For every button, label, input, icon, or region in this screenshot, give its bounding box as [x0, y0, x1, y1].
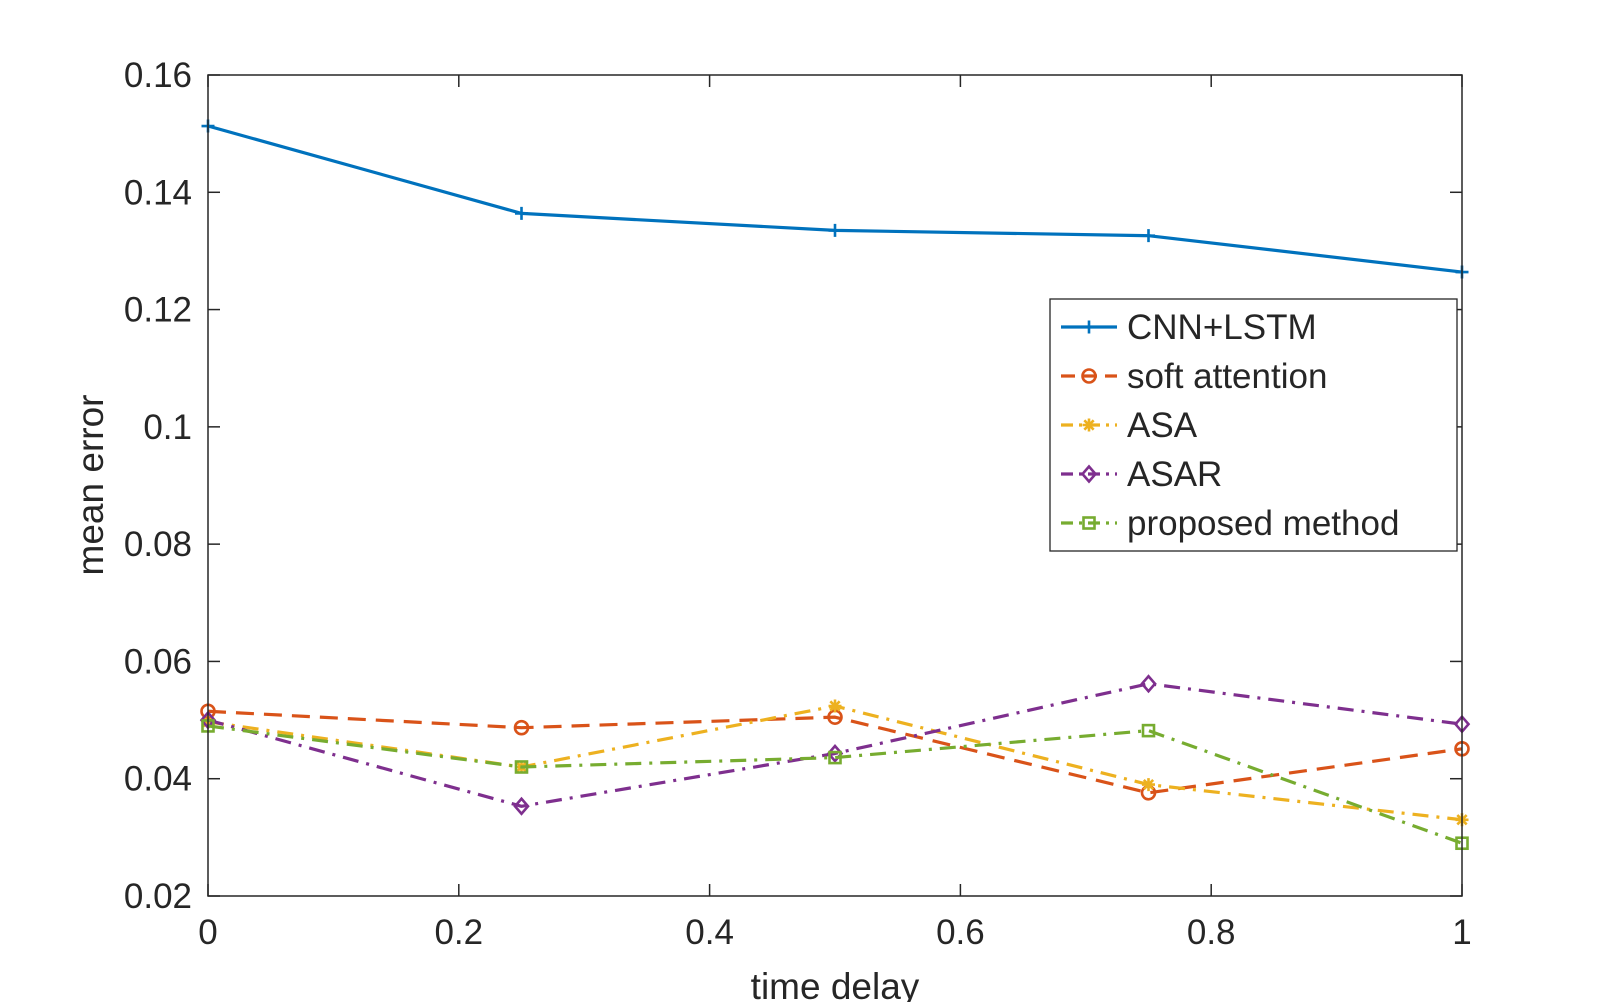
legend-label: CNN+LSTM [1127, 308, 1317, 347]
series-proposed-method [201, 719, 1469, 851]
data-point [513, 796, 530, 816]
legend: CNN+LSTM soft attention ASA ASAR proposed me… [1049, 298, 1458, 552]
legend-label: ASAR [1127, 455, 1222, 494]
series-line [207, 124, 1463, 274]
legend-label: soft attention [1127, 357, 1327, 396]
x-tick-label: 0.4 [685, 913, 734, 952]
x-tick-label: 0 [198, 913, 217, 952]
y-tick-label: 0.16 [124, 56, 192, 95]
legend-swatch-marker [1081, 368, 1097, 384]
legend-swatch-marker [1080, 464, 1098, 484]
legend-item: CNN+LSTM [1061, 308, 1317, 347]
legend-swatch-marker [1082, 516, 1096, 530]
data-point [828, 750, 842, 765]
data-point [514, 760, 529, 774]
data-point [1140, 674, 1157, 694]
series-line [207, 682, 1463, 808]
plot-area-frame [207, 74, 1463, 897]
y-tick-label: 0.12 [124, 291, 192, 330]
series-line [207, 709, 1463, 795]
axis-ticks: 0 0.2 0.4 0.6 0.8 1 0.02 0.04 0.06 0.08 0.1 0.12 0.1… [124, 56, 1472, 952]
y-tick-label: 0.1 [143, 408, 192, 447]
data-point [1142, 778, 1155, 792]
legend-item: proposed method [1061, 504, 1399, 543]
legend-label: proposed method [1127, 504, 1399, 543]
series-line [207, 724, 1463, 845]
data-point [828, 699, 842, 713]
data-point [828, 223, 842, 237]
legend-swatch-marker [1082, 320, 1096, 334]
x-tick-label: 1 [1452, 913, 1471, 952]
y-tick-label: 0.06 [124, 642, 192, 681]
x-tick-label: 0.2 [434, 913, 483, 952]
y-tick-label: 0.14 [124, 173, 192, 212]
legend-box [1049, 298, 1458, 552]
x-tick-label: 0.8 [1187, 913, 1236, 952]
series-cnn-lstm [201, 119, 1469, 279]
x-tick-label: 0.6 [936, 913, 985, 952]
data-point [1142, 229, 1155, 243]
data-point [515, 206, 528, 220]
y-tick-label: 0.02 [124, 877, 192, 916]
series-asar [199, 674, 1471, 816]
legend-item: ASAR [1061, 455, 1222, 494]
x-axis-label: time delay [751, 966, 920, 1002]
y-tick-label: 0.08 [124, 525, 192, 564]
y-axis-label: mean error [70, 395, 111, 576]
data-point [1141, 723, 1156, 738]
legend-swatch-marker [1082, 418, 1096, 432]
legend-item: soft attention [1061, 357, 1327, 396]
y-tick-label: 0.04 [124, 760, 192, 799]
data-point [513, 719, 530, 736]
legend-label: ASA [1127, 406, 1198, 445]
legend-item: ASA [1061, 406, 1198, 445]
